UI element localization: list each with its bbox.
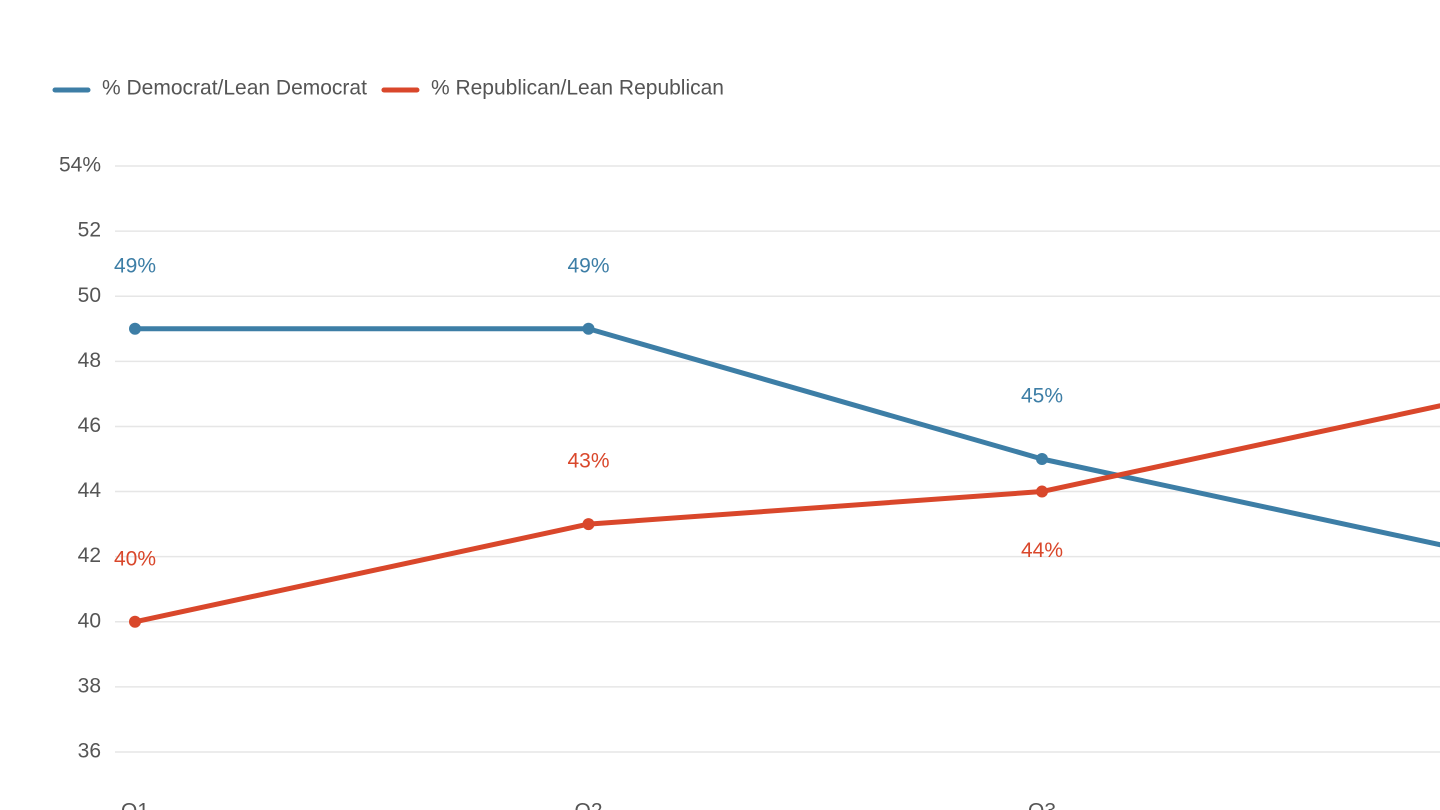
legend-label: % Republican/Lean Republican	[431, 77, 724, 100]
data-point	[1036, 453, 1048, 465]
data-point	[129, 615, 141, 628]
y-tick-label: 46	[78, 414, 101, 437]
y-tick-label: 38	[78, 674, 101, 697]
y-tick-label: 48	[78, 349, 101, 372]
data-point	[582, 518, 595, 531]
y-tick-label: 36	[78, 740, 101, 763]
series-line	[135, 326, 1440, 548]
value-label: 44%	[1021, 539, 1063, 562]
y-tick-label: 42	[78, 544, 101, 567]
value-label: 43%	[567, 450, 609, 473]
y-tick-label: 40	[78, 609, 101, 632]
data-point	[582, 322, 595, 335]
value-label: 49%	[114, 254, 156, 277]
y-tick-label: 54%	[59, 154, 101, 177]
y-tick-label: 52	[78, 219, 101, 242]
value-label: 45%	[1021, 385, 1063, 408]
x-tick-label: Q1	[121, 800, 149, 810]
series-line	[134, 403, 1440, 625]
legend-label: % Democrat/Lean Democrat	[102, 77, 367, 100]
value-label: 49%	[567, 254, 609, 277]
y-tick-label: 44	[78, 479, 102, 502]
x-tick-label: Q3	[1028, 800, 1056, 810]
value-label: 40%	[114, 547, 156, 570]
data-point	[129, 322, 141, 335]
y-tick-label: 50	[78, 284, 101, 307]
x-tick-label: Q2	[574, 800, 602, 810]
data-point	[1036, 485, 1048, 498]
